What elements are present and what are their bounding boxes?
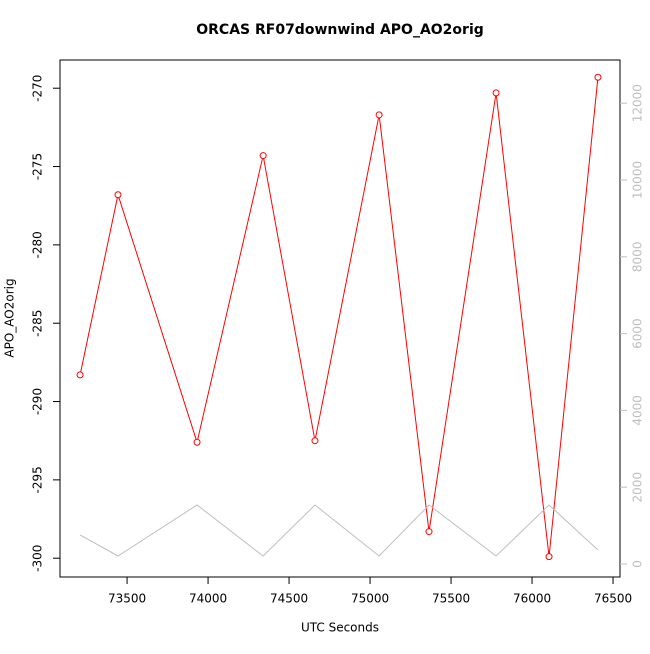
y-tick-label: -280 [31, 231, 45, 258]
y2-tick-label: 2000 [631, 472, 645, 503]
point [594, 73, 602, 81]
y2-tick-label: 0 [631, 560, 645, 568]
point [259, 152, 267, 160]
y-axis-label: APO_AO2orig [3, 278, 17, 357]
point [311, 437, 319, 445]
y-tick-label: -270 [31, 75, 45, 102]
series-line [79, 77, 599, 557]
y-tick-label: -285 [31, 310, 45, 337]
x-tick-label: 75500 [432, 592, 470, 606]
y2-tick-label: 6000 [631, 318, 645, 349]
point [193, 438, 201, 446]
x-tick-label: 74500 [270, 592, 308, 606]
y2-tick-label: 10000 [631, 161, 645, 199]
point [425, 528, 433, 536]
x-tick-label: 73500 [108, 592, 146, 606]
point [492, 89, 500, 97]
y-tick-label: -290 [31, 388, 45, 415]
y2-tick-label: 4000 [631, 395, 645, 426]
y2-tick-label: 8000 [631, 242, 645, 273]
x-tick-label: 74000 [189, 592, 227, 606]
y-tick-label: -275 [31, 153, 45, 180]
x-tick-label: 76500 [594, 592, 632, 606]
point [545, 553, 553, 561]
point [76, 371, 84, 379]
x-tick-label: 75000 [351, 592, 389, 606]
y-tick-label: -300 [31, 545, 45, 572]
x-tick-label: 76000 [513, 592, 551, 606]
chart-title: ORCAS RF07downwind APO_AO2orig [196, 22, 484, 38]
point [114, 191, 122, 199]
x-axis-label: UTC Seconds [301, 621, 379, 635]
plot-frame [59, 59, 621, 578]
series-line [79, 504, 599, 557]
y2-tick-label: 12000 [631, 84, 645, 122]
y-tick-label: -295 [31, 466, 45, 493]
point [375, 111, 383, 119]
